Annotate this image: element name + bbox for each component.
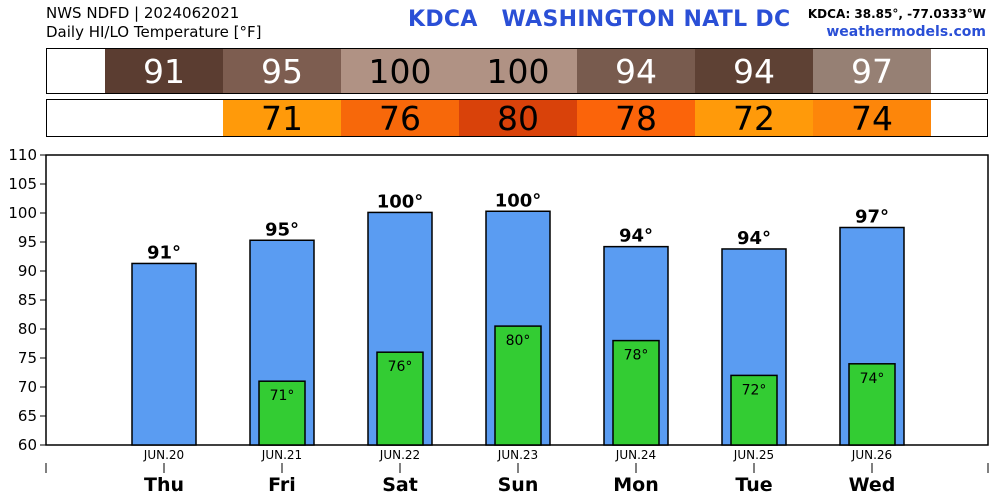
y-tick-label: 60 xyxy=(18,436,37,454)
hi-temp-cell: 91 xyxy=(105,49,223,93)
lo-temp-cell: 76 xyxy=(341,100,459,136)
lo-bar-label: 72° xyxy=(742,382,767,398)
y-tick-label: 90 xyxy=(18,262,37,280)
x-date-label: JUN.25 xyxy=(733,448,774,462)
y-tick-label: 65 xyxy=(18,407,37,425)
x-day-label: Sat xyxy=(382,474,418,496)
lo-bar xyxy=(612,339,660,446)
x-date-label: JUN.22 xyxy=(379,448,420,462)
x-day-label: Wed xyxy=(849,474,896,496)
x-date-label: JUN.23 xyxy=(497,448,538,462)
x-day-label: Fri xyxy=(268,474,296,496)
x-date-label: JUN.20 xyxy=(143,448,184,462)
lo-bar xyxy=(848,363,896,446)
lo-bar-label: 80° xyxy=(506,333,531,349)
hi-temp-strip: 91 95 100 100 94 94 97 xyxy=(46,48,988,94)
y-tick-label: 85 xyxy=(18,291,37,309)
hi-bar-label: 95° xyxy=(265,219,299,240)
x-day-label: Mon xyxy=(613,474,659,496)
lo-bar-label: 78° xyxy=(624,348,649,364)
lo-temp-cell: 71 xyxy=(223,100,341,136)
lo-temp-cell xyxy=(105,100,223,136)
hi-temp-cell: 100 xyxy=(341,49,459,93)
header-right: KDCA: 38.85°, -77.0333°W weathermodels.c… xyxy=(808,6,986,42)
y-tick-label: 110 xyxy=(8,146,37,164)
site-link[interactable]: weathermodels.com xyxy=(826,24,986,40)
y-tick-label: 80 xyxy=(18,320,37,338)
lo-bar-label: 71° xyxy=(270,388,295,404)
lo-bar xyxy=(258,380,306,446)
lo-temp-cell: 72 xyxy=(695,100,813,136)
x-day-label: Thu xyxy=(144,474,184,496)
hi-bar-label: 100° xyxy=(377,191,424,212)
x-day-label: Sun xyxy=(498,474,539,496)
model-run-label: NWS NDFD | 2024062021 xyxy=(46,4,240,22)
x-day-label: Tue xyxy=(735,474,772,496)
hi-bar xyxy=(131,262,197,446)
hi-bar-label: 100° xyxy=(495,190,542,211)
y-tick-label: 75 xyxy=(18,349,37,367)
x-date-label: JUN.21 xyxy=(261,448,302,462)
lo-temp-strip: 71 76 80 78 72 74 xyxy=(46,99,988,137)
lo-temp-cell: 78 xyxy=(577,100,695,136)
header-left: NWS NDFD | 2024062021 Daily HI/LO Temper… xyxy=(46,4,262,42)
lo-bar-label: 76° xyxy=(388,359,413,375)
lo-bar-label: 74° xyxy=(860,371,885,387)
lo-temp-cell: 74 xyxy=(813,100,931,136)
x-date-label: JUN.26 xyxy=(851,448,892,462)
hi-bar-label: 94° xyxy=(737,228,771,249)
hi-temp-cell: 94 xyxy=(577,49,695,93)
hi-temp-cell: 97 xyxy=(813,49,931,93)
y-tick-label: 70 xyxy=(18,378,37,396)
lo-bar xyxy=(494,325,542,446)
y-tick-label: 100 xyxy=(8,204,37,222)
lo-temp-cell: 80 xyxy=(459,100,577,136)
hi-temp-cell: 100 xyxy=(459,49,577,93)
hi-bar-label: 94° xyxy=(619,226,653,247)
station-title: KDCA WASHINGTON NATL DC xyxy=(408,7,791,32)
y-tick-label: 95 xyxy=(18,233,37,251)
hi-bar-label: 97° xyxy=(855,207,889,228)
hi-bar-label: 91° xyxy=(147,242,181,263)
lo-bar xyxy=(376,351,424,446)
y-tick-label: 105 xyxy=(8,175,37,193)
hi-temp-cell: 95 xyxy=(223,49,341,93)
station-coords: KDCA: 38.85°, -77.0333°W xyxy=(807,7,986,21)
lo-bar xyxy=(730,374,778,446)
hi-temp-cell: 94 xyxy=(695,49,813,93)
product-label: Daily HI/LO Temperature [°F] xyxy=(46,23,262,41)
x-date-label: JUN.24 xyxy=(615,448,656,462)
